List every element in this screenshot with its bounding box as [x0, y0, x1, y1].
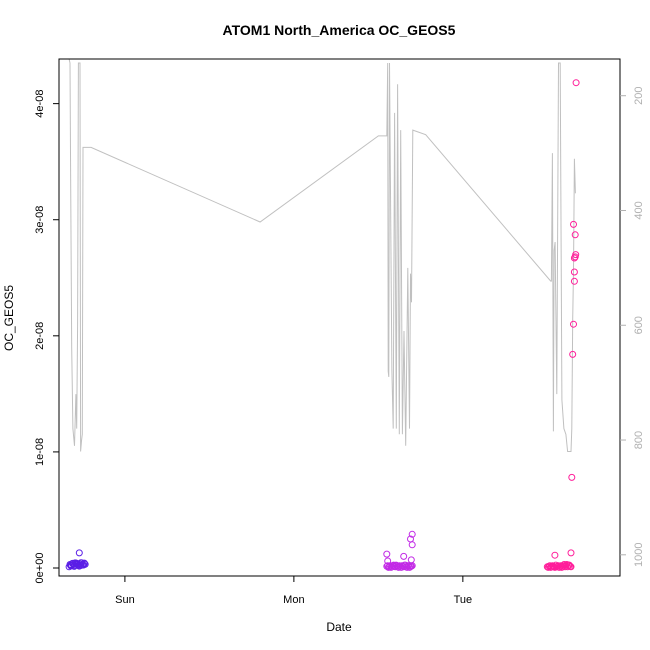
scatter-point: [407, 556, 415, 564]
scatter-point: [568, 473, 576, 481]
y-tick-label: 1e-08: [34, 438, 46, 466]
x-axis-label: Date: [326, 620, 352, 634]
scatter-point: [400, 552, 408, 560]
scatter-point: [558, 563, 566, 571]
scatter-point: [569, 350, 577, 358]
scatter-point: [544, 563, 552, 571]
scatter-point: [572, 79, 580, 87]
scatter-point: [75, 549, 83, 557]
y-axis-label: OC_GEOS5: [2, 285, 16, 351]
scatter-point: [570, 254, 578, 262]
scatter-point: [572, 251, 580, 259]
scatter-point: [565, 561, 572, 569]
scatter-point: [407, 535, 414, 543]
chart-title: ATOM1 North_America OC_GEOS5: [223, 22, 456, 38]
scatter-point: [384, 562, 392, 570]
scatter-point: [570, 220, 577, 228]
right-tick-label: 600: [633, 316, 645, 334]
y-tick-label: 3e-08: [34, 206, 46, 234]
scatter-point: [549, 562, 557, 570]
scatter-point: [570, 320, 577, 328]
scatter-point: [396, 562, 403, 570]
scatter-point: [394, 563, 402, 571]
right-tick-label: 400: [633, 201, 645, 219]
scatter-point: [567, 549, 575, 557]
scatter-point: [570, 268, 578, 276]
scatter-point: [546, 562, 554, 570]
scatter-point: [408, 541, 416, 549]
scatter-point: [402, 563, 410, 571]
y-axis: 0e+00 1e-08 2e-08 3e-08 4e-08: [34, 90, 59, 584]
scatter-point: [406, 563, 414, 571]
y-tick-label: 2e-08: [34, 322, 46, 350]
x-axis: Sun Mon Tue: [115, 576, 472, 606]
right-tick-label: 800: [633, 431, 645, 449]
right-tick-label: 200: [633, 87, 645, 105]
line-layer: [68, 58, 576, 452]
scatter-point: [384, 557, 392, 565]
scatter-point: [74, 560, 82, 568]
scatter-point: [571, 231, 579, 239]
right-tick-label: 1000: [633, 543, 645, 567]
x-tick-label: Sun: [115, 594, 135, 606]
scatter-point: [559, 562, 567, 570]
y-tick-label: 4e-08: [34, 90, 46, 118]
plot-frame: [58, 58, 621, 577]
line-series: [68, 58, 576, 452]
scatter-point: [67, 562, 75, 570]
scatter-point: [383, 550, 391, 558]
scatter-point: [80, 559, 88, 567]
scatter-point: [408, 530, 416, 538]
scatter-point: [404, 562, 412, 570]
scatter-point: [553, 563, 561, 571]
scatter-point: [566, 562, 574, 570]
y-tick-label: 0e+00: [34, 553, 46, 584]
scatter-point: [76, 560, 84, 568]
scatter-point: [399, 562, 407, 570]
right-axis: 200 400 600 800 1000: [620, 87, 645, 567]
scatter-point: [556, 562, 564, 570]
x-tick-label: Mon: [283, 594, 304, 606]
x-tick-label: Tue: [454, 594, 473, 606]
scatter-point: [551, 551, 559, 559]
scatter-point: [570, 277, 578, 285]
scatter-point: [390, 562, 398, 570]
point-layer: [65, 79, 580, 571]
